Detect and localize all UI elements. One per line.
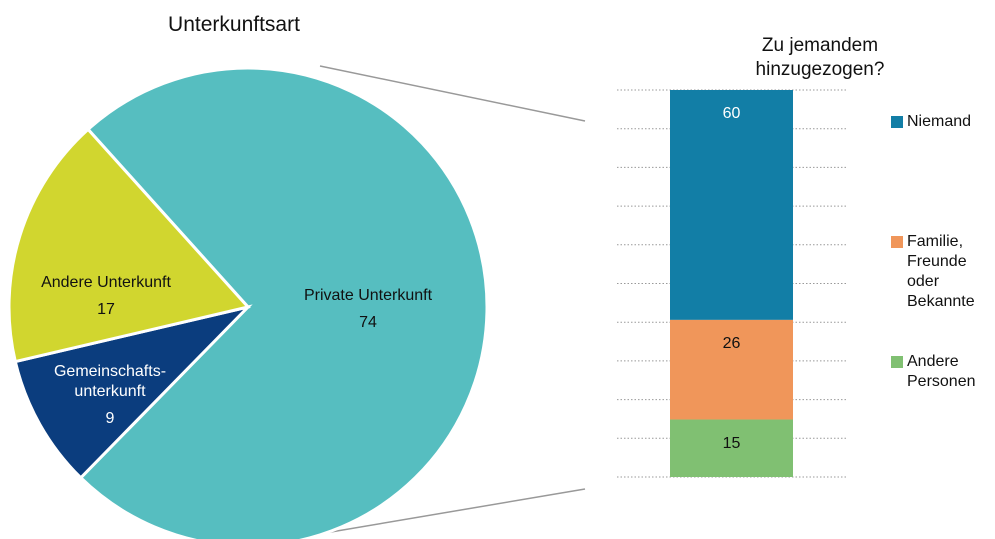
pie-slice xyxy=(78,66,489,539)
legend-swatch xyxy=(891,116,903,128)
bar-value: 60 xyxy=(722,105,741,122)
legend-swatch xyxy=(891,236,903,248)
slice-label: Private Unterkunft xyxy=(303,287,433,304)
legend-label: Niemand xyxy=(907,113,972,130)
slice-label: Andere Unterkunft xyxy=(41,274,171,291)
legend-label: Familie, Freunde oder Bekannte xyxy=(907,233,975,310)
legend-swatch xyxy=(891,356,903,368)
pie-slice xyxy=(13,304,253,480)
legend-label: Andere Personen xyxy=(907,353,976,390)
pie-slice xyxy=(7,127,251,364)
bar-value: 26 xyxy=(722,334,741,352)
slice-label: Gemeinschafts- unterkunft xyxy=(53,363,167,400)
bar-segment xyxy=(670,419,793,477)
slice-value: 9 xyxy=(105,410,115,427)
connector xyxy=(319,65,586,122)
slice-value: 17 xyxy=(97,301,115,318)
connector xyxy=(324,488,586,534)
bar-segment xyxy=(670,90,793,320)
bar-segment xyxy=(670,319,793,420)
bar-value: 15 xyxy=(722,434,741,452)
pie-title: Unterkunftsart xyxy=(168,13,300,36)
bar-title: Zu jemandem hinzugezogen? xyxy=(755,35,885,80)
slice-value: 74 xyxy=(359,314,377,331)
